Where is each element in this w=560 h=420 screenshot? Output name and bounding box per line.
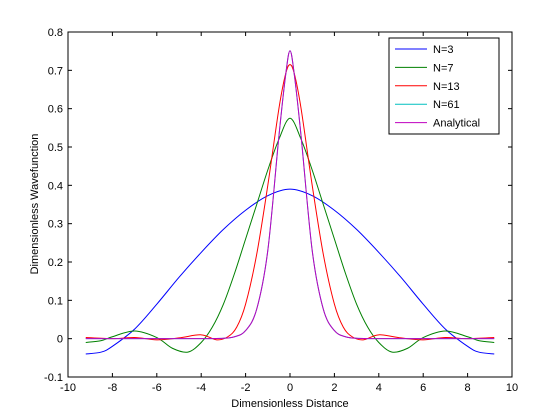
x-tick-label: -10 <box>60 382 76 394</box>
series-layer <box>85 50 495 355</box>
legend-label-0: N=3 <box>433 44 454 56</box>
y-axis-title: Dimensionless Wavefunction <box>29 134 41 275</box>
series-line-2 <box>85 64 495 341</box>
y-tick-label: -0.1 <box>44 372 63 384</box>
axes-layer: -10 -8 -6 -4 -2 0 2 4 6 8 10 -0.1 0 0.1 0.2 0.3 0.4 0.5 0.… <box>44 27 518 394</box>
legend-label-3: N=61 <box>433 99 460 111</box>
legend-label-1: N=7 <box>433 62 454 74</box>
y-tick-label: 0.3 <box>48 219 63 231</box>
y-tick-label: 0 <box>57 334 63 346</box>
y-tick-label: 0.4 <box>48 180 63 192</box>
y-tick-label: 0.7 <box>48 65 63 77</box>
y-tick-label: 0.8 <box>48 27 63 39</box>
x-tick-label: 8 <box>465 382 471 394</box>
series-line-4 <box>85 50 495 340</box>
x-tick-label: 6 <box>420 382 426 394</box>
x-tick-label: -4 <box>196 382 206 394</box>
x-tick-label: 2 <box>331 382 337 394</box>
legend: N=3 N=7 N=13 N=61 Analytical <box>388 37 500 135</box>
legend-label-2: N=13 <box>433 81 460 93</box>
x-tick-label: 4 <box>376 382 382 394</box>
series-line-1 <box>85 117 495 353</box>
legend-label-4: Analytical <box>433 118 480 130</box>
y-tick-label: 0.2 <box>48 257 63 269</box>
y-tick-label: 0.5 <box>48 142 63 154</box>
series-line-0 <box>85 188 495 355</box>
y-tick-label: 0.6 <box>48 104 63 116</box>
x-tick-label: -2 <box>241 382 251 394</box>
y-tick-label: 0.1 <box>48 295 63 307</box>
x-tick-label: -6 <box>152 382 162 394</box>
x-axis-title: Dimensionless Distance <box>231 398 348 410</box>
x-tick-label: 0 <box>287 382 293 394</box>
x-tick-label: 10 <box>506 382 518 394</box>
x-tick-label: -8 <box>108 382 118 394</box>
